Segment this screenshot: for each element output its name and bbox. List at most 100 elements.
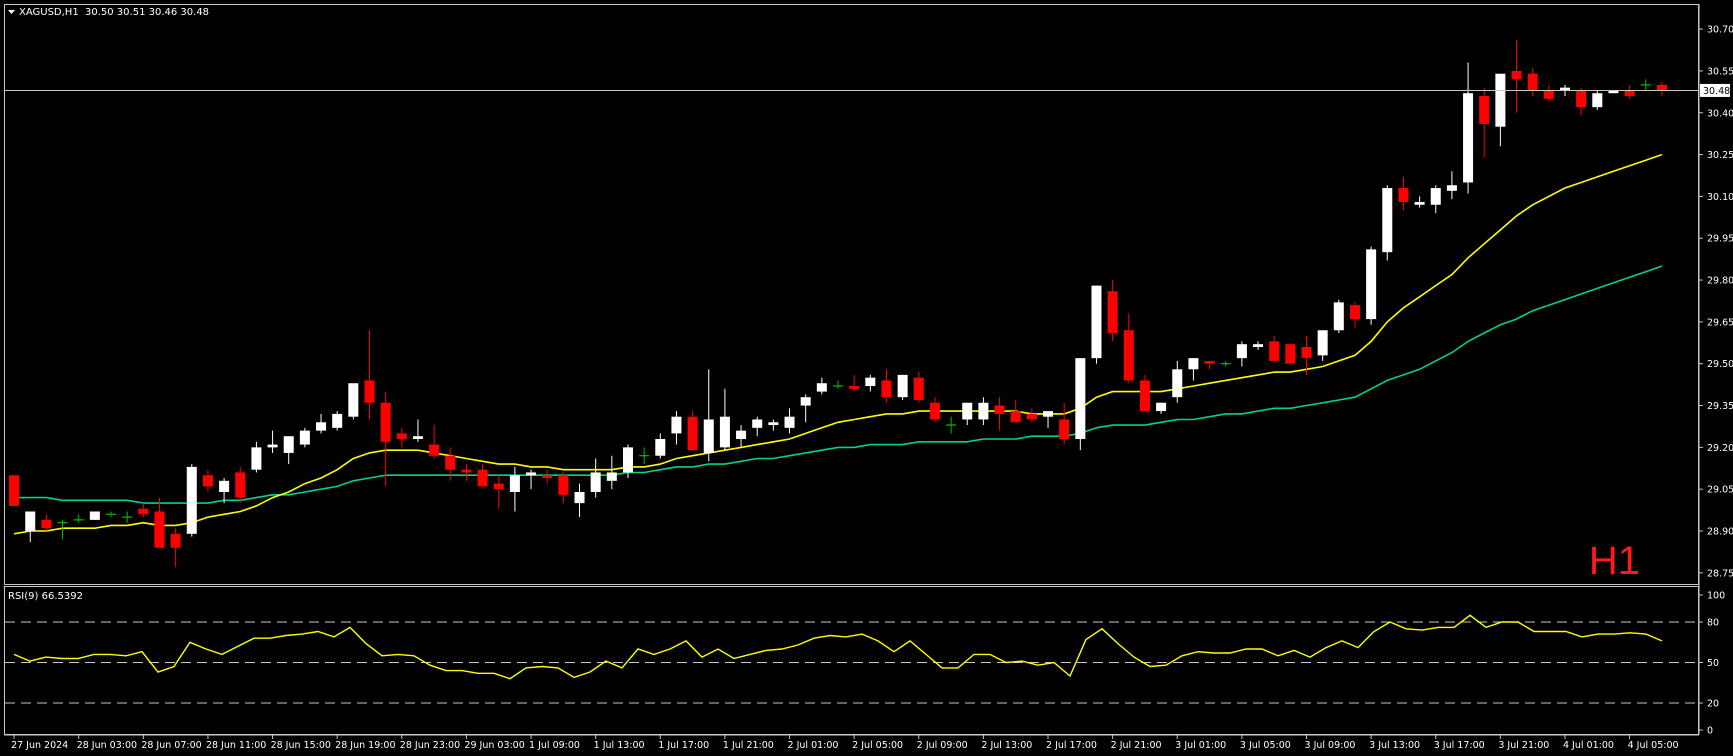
candle [1269,335,1280,361]
time-tick-label: 28 Jun 11:00 [206,740,266,751]
candle-body [9,475,20,506]
candle [1172,360,1183,403]
candle-body [186,466,197,534]
candle [655,433,666,459]
candle [364,330,375,420]
candle [493,475,504,509]
candle-body [396,433,407,439]
candle [962,402,973,426]
candle-body [1592,93,1603,108]
candle-body [202,475,213,487]
candle-body [267,444,278,448]
candle-body [1026,413,1037,420]
candle [1576,87,1587,116]
candle-body [703,419,714,453]
candle [202,469,213,492]
candle [170,528,181,568]
price-tick-label: 30.40 [1707,108,1733,119]
time-tick-label: 1 Jul 17:00 [658,740,709,751]
candle [865,374,876,392]
time-tick-label: 1 Jul 13:00 [594,740,645,751]
candle [1204,360,1215,370]
candle [106,511,117,518]
candle-body [1511,70,1522,80]
candle-body [752,419,763,428]
candle [1640,79,1651,91]
candle [73,514,84,523]
price-tick-label: 29.65 [1707,317,1733,328]
candle-body [461,469,472,473]
time-tick-label: 27 Jun 2024 [11,740,68,751]
candle-body [332,413,343,428]
candle [1414,196,1425,208]
time-tick-label: 28 Jun 03:00 [77,740,137,751]
candle [1656,82,1667,97]
price-tick-label: 30.10 [1707,192,1733,203]
candle [1349,302,1360,328]
rsi-title: RSI(9) 66.5392 [8,591,83,602]
candle-body [509,475,520,492]
candle [380,391,391,487]
candle [1156,402,1167,414]
candle [1139,374,1150,412]
candle [526,469,537,490]
candle-body [978,402,989,420]
time-tick-label: 1 Jul 09:00 [529,740,580,751]
time-tick-label: 2 Jul 21:00 [1111,740,1162,751]
symbol-title: XAGUSD,H1 [19,7,79,18]
candle-body [412,436,423,439]
time-tick-label: 2 Jul 09:00 [917,740,968,751]
symbol-menu-triangle-icon[interactable] [8,10,15,14]
candle [267,430,278,453]
price-tick-label: 28.75 [1707,568,1733,579]
time-tick-label: 2 Jul 01:00 [788,740,839,751]
candle [1236,341,1247,367]
candle [1075,358,1086,451]
ma-slow-line [14,265,1663,504]
rsi-tick-label: 100 [1707,591,1725,602]
candle [348,383,359,420]
candle [1430,185,1441,214]
candle [639,447,650,465]
candle-body [606,472,617,481]
rsi-levels [5,621,1698,704]
candle-body [800,397,811,406]
candle-body [1366,249,1377,320]
rsi-axis: 100 80 50 20 0 [1699,591,1725,737]
candle-body [1091,285,1102,359]
time-tick-label: 4 Jul 01:00 [1563,740,1614,751]
candle-body [994,405,1005,414]
candle-body [1479,96,1490,124]
candle-body [1559,87,1570,91]
candle-body [477,469,488,487]
candle-body [251,447,262,470]
candle [1220,360,1231,367]
timeframe-label: H1 [1589,539,1640,583]
candle [1059,402,1070,445]
candle [1592,90,1603,110]
candle-body [235,472,246,498]
candle-body [348,383,359,417]
candle [1446,171,1457,200]
price-tick-label: 29.20 [1707,443,1733,454]
rsi-tick-label: 50 [1707,658,1719,669]
candle-body [897,374,908,398]
candle [752,416,763,437]
candle-body [1236,344,1247,359]
candle [477,464,488,487]
candle [1543,84,1554,102]
candle-body [1188,358,1199,370]
candle-body [1107,291,1118,334]
candle [283,436,294,465]
ohlc-values: 30.50 30.51 30.46 30.48 [85,7,209,18]
candle [622,444,633,479]
candle-body [138,508,149,515]
candle-body [1527,73,1538,91]
candle [897,374,908,400]
candle-body [154,511,165,548]
candle-body [316,422,327,431]
time-tick-label: 2 Jul 17:00 [1046,740,1097,751]
candle [703,369,714,462]
candle [881,369,892,403]
